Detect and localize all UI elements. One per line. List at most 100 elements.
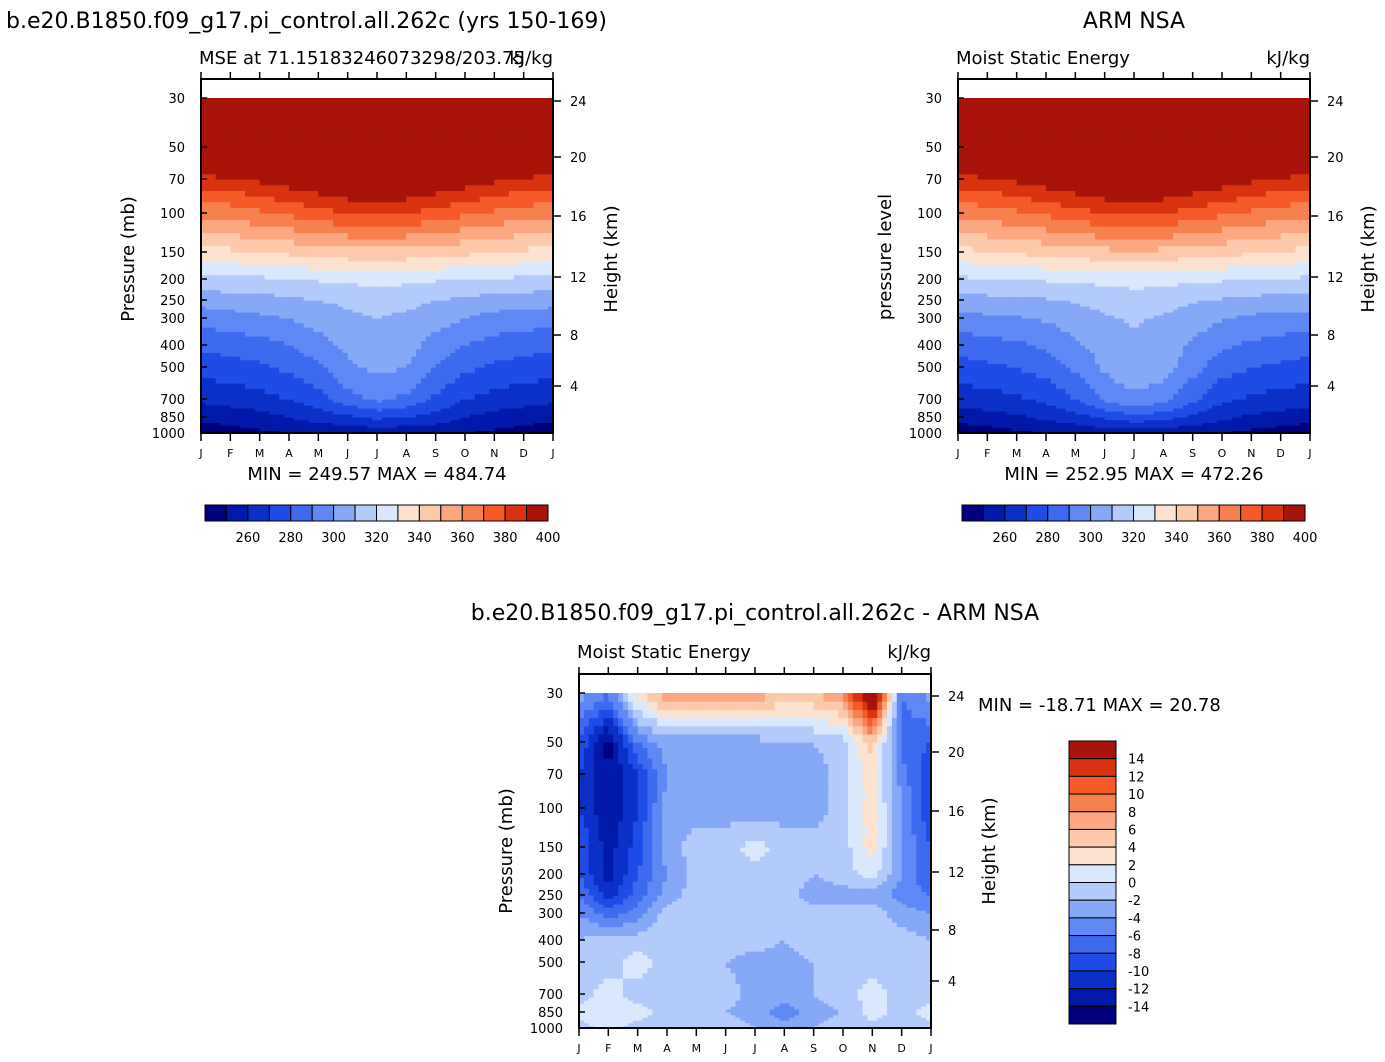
contour-cell (342, 122, 349, 132)
contour-cell (465, 168, 471, 175)
contour-cell (333, 405, 339, 409)
contour-cell (308, 114, 315, 124)
contour-cell (538, 296, 544, 301)
contour-cell (337, 377, 344, 384)
contour-cell (484, 359, 491, 364)
contour-cell (450, 372, 456, 379)
contour-cell (386, 190, 393, 197)
contour-cell (254, 173, 261, 180)
contour-cell (245, 300, 251, 304)
contour-cell (455, 147, 461, 153)
contour-cell (279, 359, 285, 364)
contour-cell (342, 256, 349, 262)
contour-cell (401, 345, 407, 350)
contour-cell (450, 402, 456, 406)
contour-cell (254, 270, 261, 276)
contour-cell (205, 388, 212, 395)
contour-cell (352, 286, 359, 291)
contour-cell (533, 388, 539, 395)
contour-cell (518, 196, 525, 203)
contour-cell (411, 359, 417, 364)
contour-cell (474, 356, 481, 361)
contour-cell (406, 377, 412, 384)
contour-cell (342, 201, 349, 208)
contour-cell (430, 427, 437, 431)
contour-cell (230, 309, 236, 313)
contour-cell (313, 414, 319, 418)
contour-cell (333, 239, 339, 247)
contour-cell (303, 383, 310, 389)
contour-cell (225, 98, 231, 107)
contour-cell (538, 265, 544, 271)
contour-cell (509, 282, 515, 287)
contour-cell (411, 411, 417, 415)
contour-cell (504, 147, 510, 153)
contour-cell (367, 306, 373, 310)
contour-cell (401, 405, 407, 409)
contour-cell (377, 430, 383, 434)
contour-cell (205, 408, 212, 412)
contour-cell (230, 303, 236, 307)
contour-cell (318, 98, 324, 107)
contour-cell (225, 372, 231, 379)
contour-cell (279, 279, 285, 284)
contour-cell (230, 296, 236, 301)
contour-cell (381, 427, 388, 431)
contour-cell (533, 348, 539, 353)
contour-cell (254, 405, 261, 409)
contour-cell (538, 232, 544, 240)
contour-cell (284, 408, 290, 412)
contour-cell (401, 306, 407, 310)
contour-cell (230, 114, 236, 124)
contour-cell (538, 402, 544, 406)
contour-cell (269, 147, 275, 153)
contour-cell (377, 293, 383, 298)
contour-cell (425, 315, 432, 319)
contour-cell (455, 207, 461, 214)
contour-cell (357, 190, 363, 197)
contour-cell (528, 256, 535, 262)
contour-cell (548, 213, 554, 221)
contour-cell (289, 430, 295, 434)
contour-cell (455, 399, 461, 403)
contour-cell (308, 239, 315, 247)
contour-cell (396, 207, 403, 214)
contour-cell (430, 377, 437, 384)
contour-cell (303, 417, 310, 421)
contour-cell (484, 226, 491, 234)
contour-cell (543, 417, 549, 421)
contour-cell (548, 399, 554, 403)
contour-cell (352, 207, 359, 214)
contour-cell (249, 219, 256, 227)
contour-cell (249, 336, 256, 342)
contour-cell (513, 348, 520, 353)
contour-cell (396, 190, 403, 197)
contour-cell (391, 219, 398, 227)
contour-cell (328, 245, 334, 253)
contour-cell (352, 336, 359, 342)
contour-cell (201, 345, 207, 350)
contour-cell (455, 306, 461, 310)
contour-cell (411, 322, 417, 328)
contour-cell (513, 405, 520, 409)
contour-cell (440, 427, 447, 431)
contour-cell (245, 414, 251, 418)
contour-cell (245, 425, 251, 429)
contour-cell (513, 265, 520, 271)
contour-cell (406, 190, 412, 197)
contour-cell (240, 425, 246, 429)
contour-cell (386, 322, 393, 328)
contour-cell (465, 279, 471, 284)
contour-cell (215, 309, 222, 313)
contour-cell (313, 345, 319, 350)
contour-cell (313, 363, 319, 368)
contour-cell (406, 296, 412, 301)
contour-cell (313, 261, 319, 267)
contour-cell (367, 173, 373, 180)
contour-cell (509, 348, 515, 353)
contour-cell (533, 419, 539, 423)
contour-cell (308, 372, 315, 379)
contour-cell (264, 393, 271, 400)
contour-cell (362, 315, 368, 319)
contour-cell (254, 296, 261, 301)
